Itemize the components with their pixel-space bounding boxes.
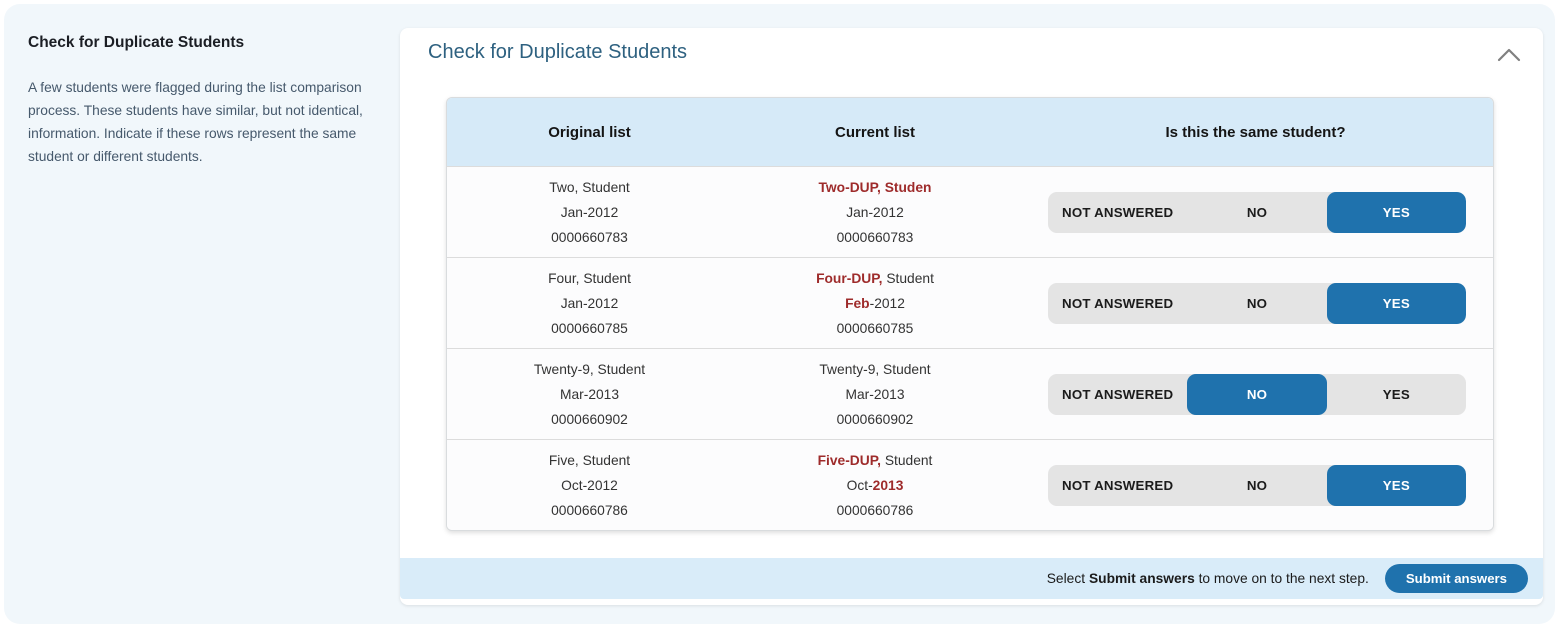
answer-cell: NOT ANSWERED NO YES	[1018, 373, 1493, 415]
column-header-current-list: Current list	[834, 123, 915, 141]
card-title: Check for Duplicate Students	[428, 41, 688, 63]
column-header-same-student: Is this the same student?	[1165, 123, 1346, 141]
current-info-text: Mar-2013	[845, 386, 905, 402]
current-info-text: -2012	[869, 295, 905, 311]
footer-note-suffix: to move on to the next step.	[1198, 571, 1369, 586]
diff-highlight: 2013	[872, 477, 904, 493]
original-info-line: Jan-2012	[560, 295, 619, 311]
yes-option[interactable]: YES	[1327, 374, 1466, 415]
current-info-text: 0000660785	[836, 320, 914, 336]
not-answered-option[interactable]: NOT ANSWERED	[1048, 374, 1187, 415]
answer-cell: NOT ANSWERED NO YES	[1018, 282, 1493, 324]
chevron-up-icon	[1497, 48, 1521, 65]
original-info-line: Four, Student	[548, 270, 631, 286]
current-student-info: Four-DUP, Student Feb-2012 0000660785	[732, 266, 1018, 341]
footer-bar: Select Submit answers to move on to the …	[400, 558, 1543, 599]
current-info-line: Feb-2012	[732, 291, 1018, 316]
current-info-line: 0000660786	[732, 498, 1018, 523]
current-info-line: 0000660785	[732, 316, 1018, 341]
footer-note-prefix: Select	[1046, 571, 1086, 586]
sidebar-description: A few students were flagged during the l…	[28, 80, 363, 164]
original-student-info: Twenty-9, Student Mar-2013 0000660902	[447, 357, 732, 432]
current-student-info: Two-DUP, Studen Jan-2012 0000660783	[732, 175, 1018, 250]
no-option[interactable]: NO	[1187, 283, 1326, 324]
not-answered-option[interactable]: NOT ANSWERED	[1048, 192, 1187, 233]
original-student-info: Five, Student Oct-2012 0000660786	[447, 448, 732, 523]
original-student-info: Two, Student Jan-2012 0000660783	[447, 175, 732, 250]
no-option[interactable]: NO	[1187, 465, 1326, 506]
not-answered-option[interactable]: NOT ANSWERED	[1048, 465, 1187, 506]
answer-toggle: NOT ANSWERED NO YES	[1048, 191, 1466, 233]
original-info-line: Oct-2012	[561, 477, 618, 493]
sidebar: Check for Duplicate Students A few stude…	[28, 28, 400, 624]
duplicates-table: Original list Current list Is this the s…	[446, 97, 1494, 531]
original-info-line: 0000660783	[551, 229, 628, 245]
diff-highlight: Two-DUP, Studen	[818, 179, 932, 195]
answer-toggle: NOT ANSWERED NO YES	[1048, 282, 1466, 324]
original-info-line: Five, Student	[548, 452, 631, 468]
current-info-text: Oct-	[846, 477, 873, 493]
yes-option[interactable]: YES	[1326, 282, 1466, 324]
yes-option[interactable]: YES	[1326, 464, 1466, 506]
current-info-line: Twenty-9, Student	[732, 357, 1018, 382]
collapse-button[interactable]	[1491, 44, 1527, 69]
original-student-info: Four, Student Jan-2012 0000660785	[447, 266, 732, 341]
original-info-line: Two, Student	[549, 179, 630, 195]
current-info-line: Two-DUP, Studen	[732, 175, 1018, 200]
duplicate-students-card: Check for Duplicate Students Original li…	[400, 28, 1543, 605]
answer-cell: NOT ANSWERED NO YES	[1018, 191, 1493, 233]
no-option[interactable]: NO	[1187, 192, 1326, 233]
table-row: Four, Student Jan-2012 0000660785 Four-DUP,…	[447, 257, 1493, 348]
table-row: Twenty-9, Student Mar-2013 0000660902 Twent…	[447, 348, 1493, 439]
yes-option[interactable]: YES	[1326, 191, 1466, 233]
card-header: Check for Duplicate Students	[400, 28, 1543, 69]
current-info-text: Student	[882, 270, 934, 286]
current-info-text: Twenty-9, Student	[819, 361, 931, 377]
table-header-row: Original list Current list Is this the s…	[447, 98, 1493, 166]
current-info-text: 0000660786	[836, 502, 914, 518]
current-info-text: 0000660783	[836, 229, 914, 245]
answer-toggle: NOT ANSWERED NO YES	[1048, 464, 1466, 506]
current-info-text: Jan-2012	[846, 204, 904, 220]
original-info-line: 0000660786	[551, 502, 628, 518]
footer-note: Select Submit answers to move on to the …	[1047, 571, 1369, 586]
original-info-line: Twenty-9, Student	[533, 361, 646, 377]
original-info-line: 0000660902	[551, 411, 628, 427]
sidebar-title: Check for Duplicate Students	[28, 34, 245, 51]
not-answered-option[interactable]: NOT ANSWERED	[1048, 283, 1187, 324]
current-info-line: Mar-2013	[732, 382, 1018, 407]
current-info-line: Oct-2013	[732, 473, 1018, 498]
column-header-original-list: Original list	[548, 123, 631, 141]
original-info-line: 0000660785	[551, 320, 628, 336]
diff-highlight: Five-DUP,	[817, 452, 881, 468]
current-student-info: Twenty-9, Student Mar-2013 0000660902	[732, 357, 1018, 432]
diff-highlight: Feb	[845, 295, 870, 311]
current-info-line: 0000660783	[732, 225, 1018, 250]
current-info-line: Five-DUP, Student	[732, 448, 1018, 473]
table-row: Two, Student Jan-2012 0000660783 Two-DUP, S…	[447, 166, 1493, 257]
current-student-info: Five-DUP, Student Oct-2013 0000660786	[732, 448, 1018, 523]
footer-note-emphasis: Submit answers	[1088, 571, 1195, 586]
diff-highlight: Four-DUP,	[816, 270, 883, 286]
current-info-text: Student	[880, 452, 933, 468]
current-info-text: 0000660902	[836, 411, 914, 427]
original-info-line: Jan-2012	[560, 204, 619, 220]
submit-answers-button[interactable]: Submit answers	[1384, 564, 1528, 593]
answer-cell: NOT ANSWERED NO YES	[1018, 464, 1493, 506]
current-info-line: Jan-2012	[732, 200, 1018, 225]
no-option[interactable]: NO	[1187, 373, 1327, 415]
current-info-line: Four-DUP, Student	[732, 266, 1018, 291]
answer-toggle: NOT ANSWERED NO YES	[1048, 373, 1466, 415]
page: Check for Duplicate Students A few stude…	[4, 4, 1555, 624]
table-row: Five, Student Oct-2012 0000660786 Five-DUP,…	[447, 439, 1493, 530]
current-info-line: 0000660902	[732, 407, 1018, 432]
original-info-line: Mar-2013	[559, 386, 620, 402]
table-rows: Two, Student Jan-2012 0000660783 Two-DUP, S…	[447, 166, 1493, 530]
